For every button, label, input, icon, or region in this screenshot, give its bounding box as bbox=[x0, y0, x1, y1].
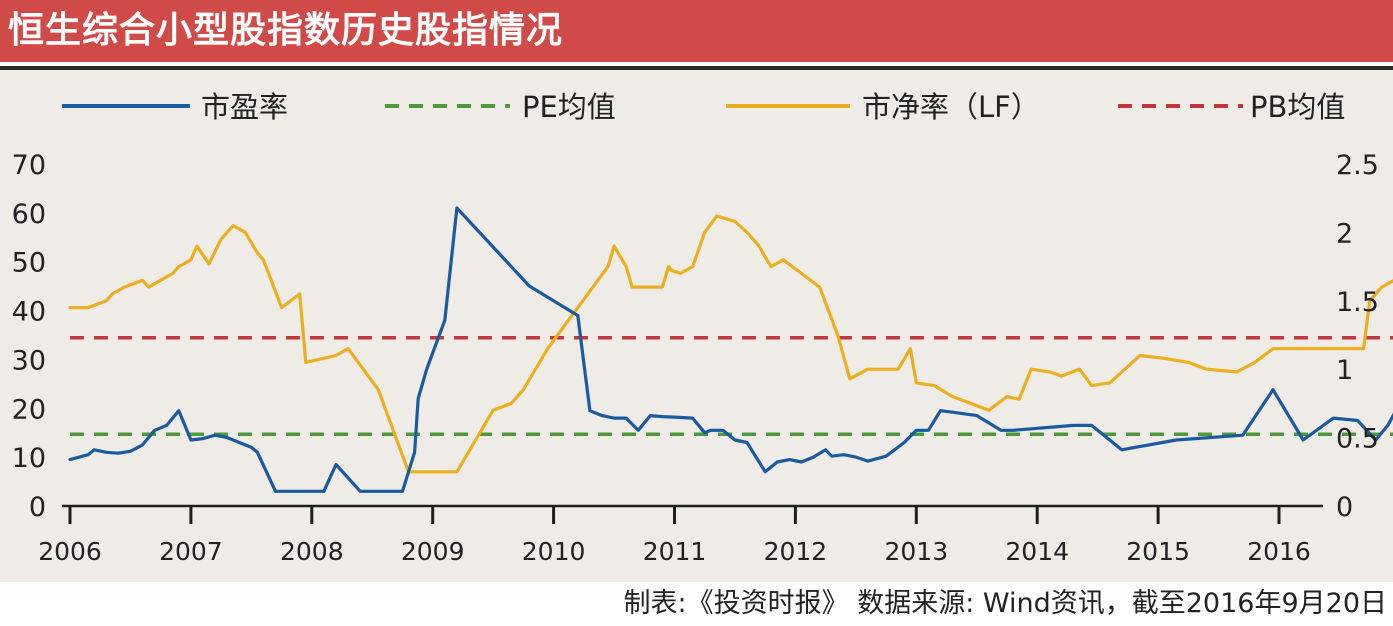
plot-background bbox=[0, 70, 1393, 582]
y-left-tick-label-7: 70 bbox=[12, 150, 46, 181]
x-tick-label-2016: 2016 bbox=[1247, 537, 1311, 566]
y-left-tick-label-6: 60 bbox=[12, 199, 46, 230]
axes: 2006 2007 2008 2009 2010 2011 2012 2013 2014 2015… bbox=[12, 150, 1379, 566]
y-left-tick-label-0: 0 bbox=[29, 492, 46, 523]
y-left-tick-label-4: 40 bbox=[12, 297, 46, 328]
y-left-tick-label-5: 50 bbox=[12, 248, 46, 279]
legend-label-2: 市净率（LF） bbox=[862, 90, 1040, 124]
legend-label-1: PE均值 bbox=[522, 90, 616, 124]
line-chart: 市盈率 PE均值 市净率（LF） PB均值 2006 2007 2008 2009 2010 2… bbox=[12, 90, 1393, 566]
source-credit: 制表:《投资时报》 数据来源: Wind资讯，截至2016年9月20日 bbox=[623, 588, 1387, 619]
y-right-tick-label-1: 0.5 bbox=[1336, 424, 1379, 455]
x-tick-label-2008: 2008 bbox=[280, 537, 344, 566]
y-right-tick-label-3: 1.5 bbox=[1336, 287, 1379, 318]
title-divider bbox=[0, 66, 1393, 70]
x-tick-label-2014: 2014 bbox=[1005, 537, 1069, 566]
y-right-tick-label-5: 2.5 bbox=[1336, 150, 1379, 181]
y-right-tick-label-2: 1 bbox=[1336, 355, 1353, 386]
series-line-0 bbox=[68, 206, 1393, 493]
y-left-tick-label-1: 10 bbox=[12, 443, 46, 474]
series-lines bbox=[68, 206, 1393, 493]
y-left-tick-label-2: 20 bbox=[12, 394, 46, 425]
x-tick-label-2013: 2013 bbox=[884, 537, 948, 566]
x-tick-label-2006: 2006 bbox=[38, 537, 102, 566]
y-left-tick-label-3: 30 bbox=[12, 345, 46, 376]
x-tick-label-2010: 2010 bbox=[522, 537, 586, 566]
legend: 市盈率 PE均值 市净率（LF） PB均值 bbox=[62, 90, 1345, 124]
series-line-2 bbox=[68, 214, 1393, 474]
legend-label-3: PB均值 bbox=[1250, 90, 1345, 124]
x-tick-label-2011: 2011 bbox=[643, 537, 707, 566]
chart-title: 恒生综合小型股指数历史股指情况 bbox=[8, 10, 564, 51]
y-right-tick-label-4: 2 bbox=[1336, 218, 1353, 249]
x-tick-label-2009: 2009 bbox=[401, 537, 465, 566]
x-tick-label-2012: 2012 bbox=[764, 537, 828, 566]
title-bar: 恒生综合小型股指数历史股指情况 bbox=[0, 0, 1393, 62]
legend-label-0: 市盈率 bbox=[201, 90, 288, 124]
x-tick-label-2015: 2015 bbox=[1126, 537, 1190, 566]
y-right-tick-label-0: 0 bbox=[1336, 492, 1353, 523]
x-tick-label-2007: 2007 bbox=[159, 537, 223, 566]
